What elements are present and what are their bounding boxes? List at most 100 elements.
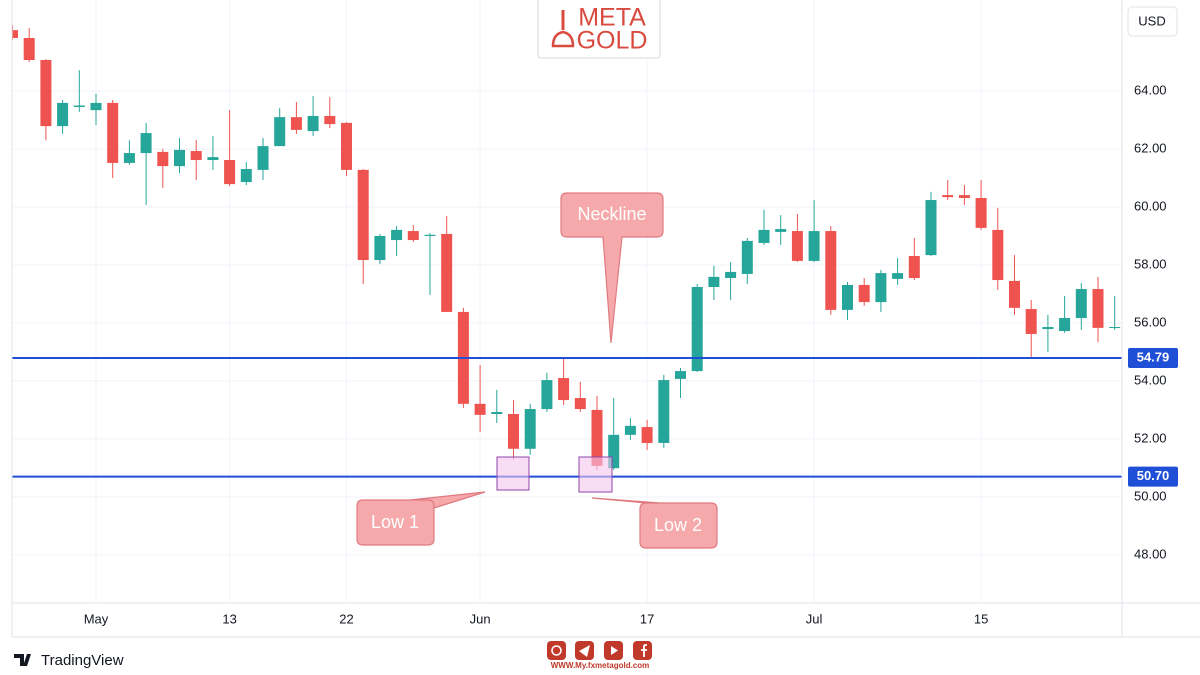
- candle: [474, 364, 486, 432]
- candle: [541, 372, 553, 412]
- platform-name: TradingView: [41, 652, 124, 669]
- logo-box: [537, 0, 661, 59]
- candle: [207, 135, 219, 170]
- candle-body: [73, 105, 85, 107]
- callout-text: Neckline: [577, 204, 646, 224]
- candle: [391, 226, 403, 256]
- candle-body: [775, 229, 787, 232]
- candle: [842, 282, 853, 321]
- candle-body: [725, 271, 737, 279]
- candle-body: [842, 284, 853, 310]
- candle-body: [324, 115, 336, 125]
- candle-body: [758, 229, 770, 243]
- candle: [608, 398, 620, 470]
- candle-body: [357, 169, 369, 261]
- candle: [240, 162, 252, 185]
- icon-glyph: [579, 645, 590, 657]
- callout-shape: [560, 192, 664, 344]
- candle: [123, 140, 135, 165]
- candle: [558, 358, 570, 405]
- y-tick-label: 56.00: [1134, 314, 1167, 329]
- candle-body: [1109, 327, 1121, 329]
- icon[interactable]: [547, 641, 566, 660]
- callout: Neckline: [560, 192, 664, 344]
- candle-body: [1025, 309, 1037, 334]
- level-tag: [1128, 348, 1178, 369]
- candle-body: [958, 195, 970, 199]
- candle-body: [942, 195, 954, 198]
- candle: [224, 110, 236, 187]
- candle: [1042, 314, 1054, 352]
- level-label: 50.70: [1137, 468, 1170, 483]
- candle-body: [240, 169, 252, 183]
- candle-body: [40, 60, 52, 127]
- candle: [942, 180, 954, 201]
- candle: [808, 200, 820, 263]
- candle: [675, 367, 686, 399]
- candle-body: [190, 151, 202, 161]
- candle: [257, 137, 269, 181]
- level-label: 54.79: [1137, 349, 1170, 364]
- candle: [441, 215, 453, 312]
- candle: [57, 100, 69, 134]
- x-tick-label: 15: [974, 611, 988, 626]
- candle-body: [825, 231, 837, 310]
- logo-text: META: [578, 4, 646, 32]
- y-tick-label: 62.00: [1134, 140, 1167, 155]
- y-tick-label: 52.00: [1134, 430, 1167, 445]
- candle-body: [341, 122, 352, 170]
- logo-mark: [551, 30, 575, 48]
- candle-body: [257, 146, 269, 170]
- candle: [825, 226, 837, 315]
- candle: [157, 149, 169, 188]
- y-tick-label: 60.00: [1134, 198, 1167, 213]
- candle-body: [675, 371, 686, 379]
- candle: [758, 209, 770, 245]
- candle: [40, 59, 52, 141]
- candle-body: [290, 117, 302, 130]
- platform-logo: [14, 654, 31, 666]
- candle: [641, 419, 653, 450]
- candle-body: [140, 133, 152, 154]
- candle-body: [975, 198, 987, 228]
- candle: [908, 238, 920, 281]
- candle: [107, 100, 119, 179]
- candle: [658, 374, 670, 448]
- candle-body: [658, 380, 670, 443]
- candle: [524, 403, 536, 455]
- callout-shape: [591, 497, 718, 549]
- x-tick-label: May: [84, 611, 109, 626]
- candle: [90, 93, 102, 125]
- candle: [574, 381, 586, 412]
- candle-body: [574, 398, 586, 410]
- candle-body: [708, 276, 720, 288]
- candle-body: [407, 231, 419, 241]
- candle-body: [391, 229, 403, 241]
- candle: [992, 207, 1004, 290]
- y-tick-label: 64.00: [1134, 82, 1167, 97]
- candle-body: [90, 102, 102, 111]
- candle-body: [12, 30, 18, 38]
- candle-body: [274, 117, 286, 147]
- callout: Low 2: [591, 497, 718, 549]
- candle: [1075, 282, 1087, 330]
- candle: [174, 137, 185, 174]
- candle-body: [1092, 289, 1104, 328]
- candle: [624, 418, 636, 440]
- candle: [741, 238, 753, 285]
- candle-body: [307, 115, 319, 132]
- candle-body: [474, 403, 486, 415]
- candle: [858, 278, 870, 306]
- candle: [975, 180, 987, 230]
- candle: [274, 108, 286, 147]
- candle: [374, 233, 386, 265]
- candle: [190, 140, 202, 181]
- candle: [407, 224, 419, 243]
- candle-body: [157, 151, 169, 167]
- currency-box[interactable]: [1127, 6, 1178, 37]
- candle: [341, 122, 352, 176]
- currency-label: USD: [1138, 13, 1165, 28]
- candle-body: [107, 102, 119, 163]
- candle-body: [1059, 318, 1071, 332]
